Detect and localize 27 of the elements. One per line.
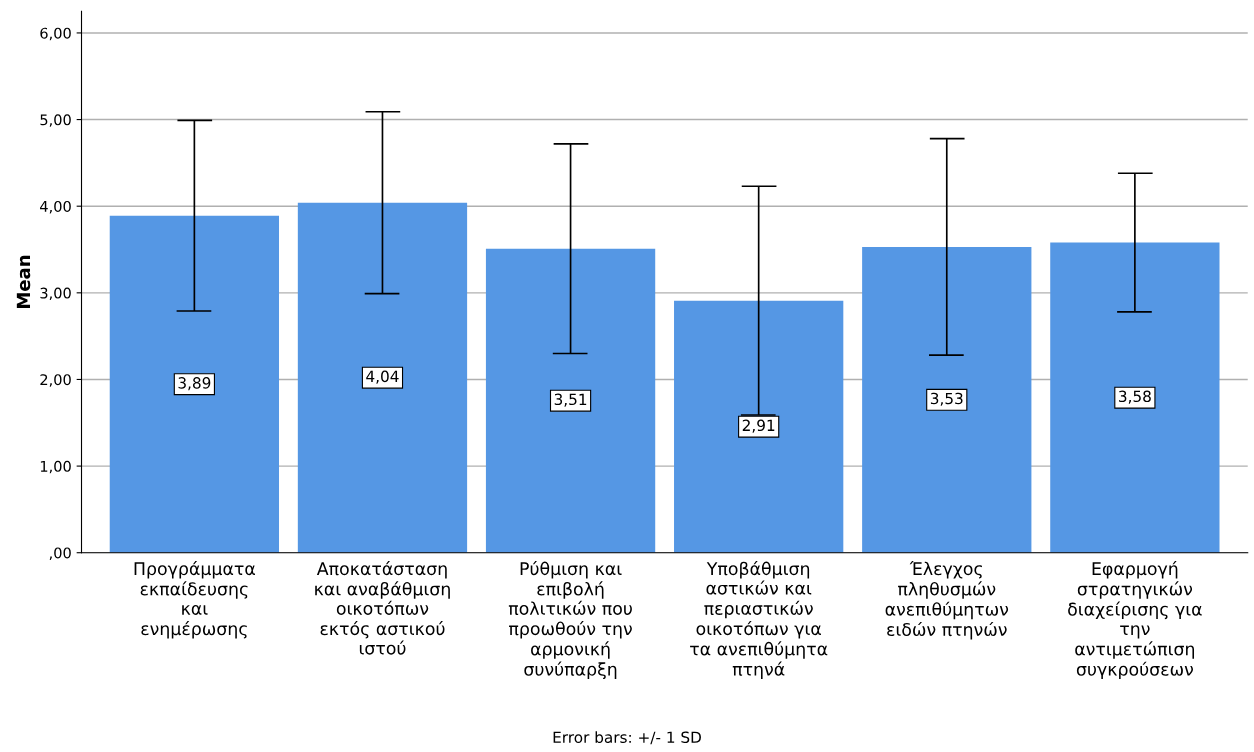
data-label: 3,53 bbox=[930, 392, 963, 406]
y-tick-label: 4,00 bbox=[40, 200, 71, 214]
bar bbox=[1050, 242, 1220, 553]
y-tick-label: 1,00 bbox=[40, 460, 71, 474]
y-tick-label: 5,00 bbox=[40, 114, 71, 127]
x-tick-label: Έλεγχος πληθυσμών ανεπιθύμητων ειδών πτηνών bbox=[885, 561, 1009, 640]
bar bbox=[862, 246, 1032, 553]
bar bbox=[485, 248, 656, 553]
data-label: 2,91 bbox=[742, 419, 775, 433]
bar bbox=[109, 215, 280, 553]
bar bbox=[297, 202, 468, 553]
y-axis-title: Mean bbox=[16, 255, 31, 308]
y-tick-label: 2,00 bbox=[40, 374, 71, 387]
x-tick-label: Ρύθμιση και επιβολή πολιτικών που προωθούν την αρμονική συνύπαρξη bbox=[508, 561, 632, 680]
bar bbox=[674, 300, 844, 553]
x-tick-label: Προγράμματα εκπαίδευσης και ενημέρωσης bbox=[134, 561, 255, 639]
data-label: 4,04 bbox=[366, 370, 399, 384]
text: Error bars: +/- 1 SD bbox=[553, 731, 701, 745]
x-tick-label: Αποκατάσταση και αναβάθμιση οικοτόπων εκτός αστικού ιστού bbox=[315, 561, 450, 655]
y-tick-label: 6,00 bbox=[40, 27, 71, 41]
data-label: 3,58 bbox=[1119, 390, 1151, 404]
y-tick-label: ,00 bbox=[49, 547, 71, 560]
x-tick-label: Εφαρμογή στρατηγικών διαχείρισης για την αντιμετώπιση συγκρούσεων bbox=[1068, 561, 1202, 680]
data-label: 3,89 bbox=[178, 377, 211, 391]
data-label: 3,51 bbox=[554, 393, 587, 407]
x-tick-label: Υποβάθμιση αστικών και περιαστικών οικοτόπων για τα ανεπιθύμητα πτηνά bbox=[690, 561, 828, 680]
y-tick-label: 3,00 bbox=[40, 287, 71, 301]
